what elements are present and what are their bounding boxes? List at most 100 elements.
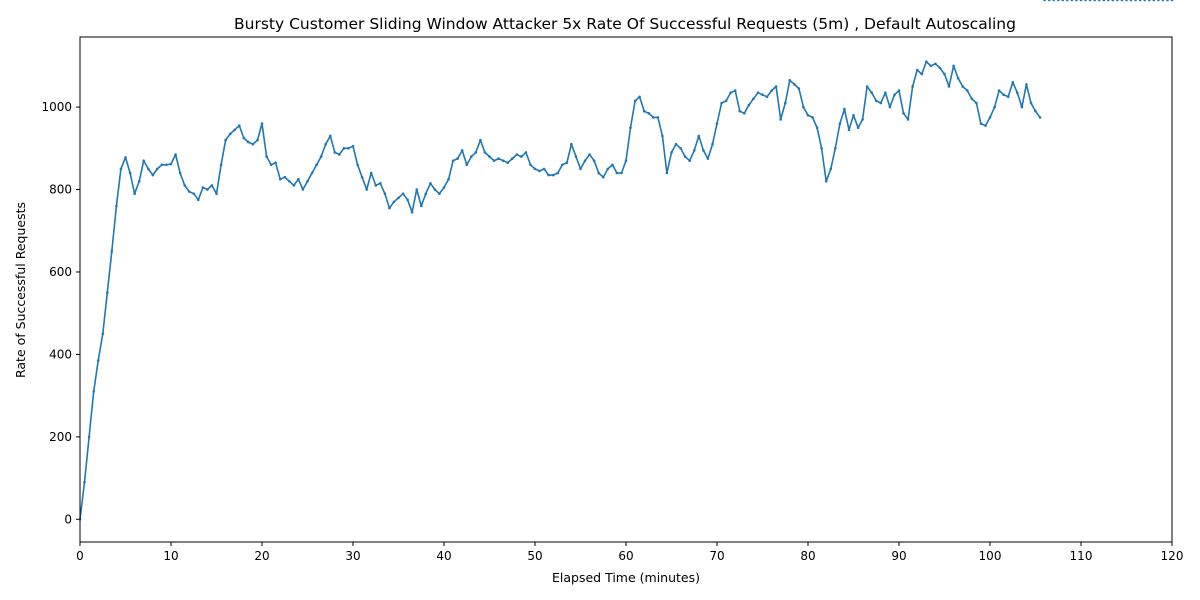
data-point [1116, 0, 1119, 1]
data-point [415, 188, 418, 191]
data-point [911, 85, 914, 88]
data-point [188, 190, 191, 193]
data-point [557, 172, 560, 175]
data-point [870, 91, 873, 94]
data-point [916, 69, 919, 72]
data-point [302, 188, 305, 191]
data-point [520, 155, 523, 158]
data-point [575, 155, 578, 158]
data-point [761, 93, 764, 96]
data-point [611, 164, 614, 167]
data-point [679, 147, 682, 150]
data-point [907, 118, 910, 121]
data-point [770, 89, 773, 92]
y-tick-label: 1000 [41, 100, 72, 114]
data-point [707, 157, 710, 160]
data-point [111, 250, 114, 253]
data-point [670, 151, 673, 154]
data-point [138, 180, 141, 183]
data-point [470, 155, 473, 158]
data-point [939, 67, 942, 70]
data-point [984, 124, 987, 127]
data-point [1093, 0, 1096, 1]
data-point [165, 164, 168, 167]
data-point [1062, 0, 1065, 1]
x-tick-label: 20 [254, 549, 269, 563]
data-point [657, 116, 660, 119]
data-point [525, 151, 528, 154]
x-tick-label: 50 [527, 549, 542, 563]
data-point [538, 170, 541, 173]
data-point [593, 159, 596, 162]
data-point [247, 141, 250, 144]
data-point [297, 178, 300, 181]
data-point [820, 147, 823, 150]
data-point [1098, 0, 1101, 1]
data-point [852, 114, 855, 117]
data-point [324, 143, 327, 146]
data-point [534, 168, 537, 171]
data-point [106, 291, 109, 294]
data-point [1039, 116, 1042, 119]
data-point [452, 159, 455, 162]
data-point [839, 122, 842, 125]
data-point [729, 91, 732, 94]
data-point [989, 116, 992, 119]
y-tick-label: 400 [49, 347, 72, 361]
data-point [602, 176, 605, 179]
data-point [97, 359, 100, 362]
data-point [229, 133, 232, 136]
data-point [825, 180, 828, 183]
data-point [1052, 0, 1055, 1]
data-point [379, 182, 382, 185]
data-point [279, 178, 282, 181]
data-point [934, 63, 937, 66]
data-point [975, 102, 978, 105]
data-point [174, 153, 177, 156]
data-point [156, 168, 159, 171]
data-point [930, 65, 933, 68]
data-point [688, 159, 691, 162]
data-point [880, 102, 883, 105]
chart-title: Bursty Customer Sliding Window Attacker … [234, 15, 1016, 33]
data-point [1139, 0, 1142, 1]
data-point [102, 333, 105, 336]
data-point [284, 176, 287, 179]
data-point [252, 143, 255, 146]
data-point [921, 73, 924, 76]
data-point [193, 192, 196, 195]
data-point [889, 106, 892, 109]
data-point [620, 172, 623, 175]
data-point [270, 164, 273, 167]
data-point [866, 85, 869, 88]
data-point [971, 98, 974, 101]
data-point [406, 199, 409, 202]
data-point [834, 147, 837, 150]
data-point [861, 118, 864, 121]
data-point [411, 211, 414, 214]
x-tick-label: 100 [979, 549, 1002, 563]
x-tick-label: 110 [1070, 549, 1093, 563]
data-point [607, 168, 610, 171]
data-point [948, 85, 951, 88]
data-point [643, 110, 646, 113]
data-point [702, 149, 705, 152]
data-point [497, 157, 500, 160]
data-point [966, 89, 969, 92]
data-point [120, 168, 123, 171]
data-point [456, 157, 459, 160]
data-point [1153, 0, 1156, 1]
data-point [170, 163, 173, 166]
data-point [115, 205, 118, 208]
data-point [993, 106, 996, 109]
data-point [666, 172, 669, 175]
data-point [766, 96, 769, 99]
data-point [570, 143, 573, 146]
x-tick-label: 40 [436, 549, 451, 563]
data-point [980, 122, 983, 125]
data-point [648, 112, 651, 115]
data-point [447, 178, 450, 181]
data-point [843, 108, 846, 111]
data-point [343, 147, 346, 150]
data-point [807, 114, 810, 117]
